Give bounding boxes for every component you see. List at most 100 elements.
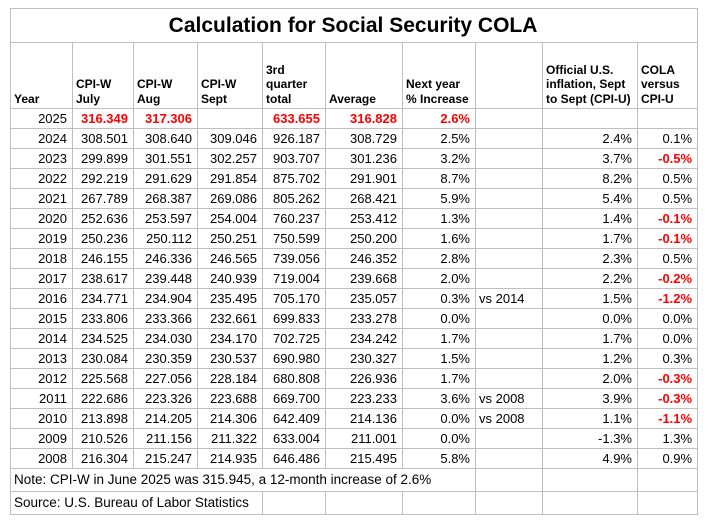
cell-2012-cpiu[interactable]: 2.0% [542, 368, 638, 389]
cell-2016-total[interactable]: 705.170 [262, 288, 326, 309]
cell-2025-next[interactable]: 2.6% [402, 108, 476, 129]
cell-2017-sept[interactable]: 240.939 [197, 268, 263, 289]
cell-2019-vs[interactable] [475, 228, 543, 249]
cell-2011-average[interactable]: 223.233 [325, 388, 403, 409]
cell-2015-cpiu[interactable]: 0.0% [542, 308, 638, 329]
cell-2016-cpiu[interactable]: 1.5% [542, 288, 638, 309]
cell-2020-year[interactable]: 2020 [10, 208, 73, 229]
col-header-total[interactable]: 3rd quarter total [262, 42, 326, 109]
cell-2019-cpiu[interactable]: 1.7% [542, 228, 638, 249]
cell-2020-cola[interactable]: -0.1% [636, 208, 699, 229]
cell-2019-total[interactable]: 750.599 [262, 228, 326, 249]
col-header-next[interactable]: Next year % Increase [402, 42, 476, 109]
cell-2012-average[interactable]: 226.936 [325, 368, 403, 389]
cell-2023-aug[interactable]: 301.551 [133, 148, 198, 169]
cell-2017-aug[interactable]: 239.448 [133, 268, 198, 289]
cell-2010-next[interactable]: 0.0% [402, 408, 476, 429]
cell-2017-cpiu[interactable]: 2.2% [542, 268, 638, 289]
cell-2008-aug[interactable]: 215.247 [133, 448, 198, 469]
cell-2009-aug[interactable]: 211.156 [133, 428, 198, 449]
cell-2010-cola[interactable]: -1.1% [636, 408, 699, 429]
cell-2009-cola[interactable]: 1.3% [636, 428, 699, 449]
cell-2010-cpiu[interactable]: 1.1% [542, 408, 638, 429]
cell-2013-next[interactable]: 1.5% [402, 348, 476, 369]
cell-2021-next[interactable]: 5.9% [402, 188, 476, 209]
cell-2020-july[interactable]: 252.636 [72, 208, 134, 229]
cell-2016-year[interactable]: 2016 [10, 288, 73, 309]
cell-2025-aug[interactable]: 317.306 [133, 108, 198, 129]
cell-2008-year[interactable]: 2008 [10, 448, 73, 469]
cell-2015-cola[interactable]: 0.0% [636, 308, 699, 329]
empty-cell[interactable] [325, 491, 403, 515]
cell-2013-average[interactable]: 230.327 [325, 348, 403, 369]
cell-2016-july[interactable]: 234.771 [72, 288, 134, 309]
col-header-vs[interactable] [475, 42, 543, 109]
cell-2023-year[interactable]: 2023 [10, 148, 73, 169]
cell-2020-vs[interactable] [475, 208, 543, 229]
cell-2013-total[interactable]: 690.980 [262, 348, 326, 369]
cell-2010-average[interactable]: 214.136 [325, 408, 403, 429]
cell-2022-vs[interactable] [475, 168, 543, 189]
cell-2023-sept[interactable]: 302.257 [197, 148, 263, 169]
cell-2019-next[interactable]: 1.6% [402, 228, 476, 249]
col-header-cpiu[interactable]: Official U.S. inflation, Sept to Sept (C… [542, 42, 638, 109]
cell-2020-total[interactable]: 760.237 [262, 208, 326, 229]
cell-2014-vs[interactable] [475, 328, 543, 349]
cell-2013-sept[interactable]: 230.537 [197, 348, 263, 369]
empty-cell[interactable] [636, 468, 699, 492]
cell-2025-total[interactable]: 633.655 [262, 108, 326, 129]
cell-2025-sept[interactable] [197, 108, 263, 129]
empty-cell[interactable] [475, 468, 543, 492]
cell-2017-next[interactable]: 2.0% [402, 268, 476, 289]
cell-2012-next[interactable]: 1.7% [402, 368, 476, 389]
cell-2023-cola[interactable]: -0.5% [636, 148, 699, 169]
cell-2008-july[interactable]: 216.304 [72, 448, 134, 469]
sheet-title[interactable]: Calculation for Social Security COLA [9, 8, 699, 43]
cell-2022-sept[interactable]: 291.854 [197, 168, 263, 189]
cell-2020-sept[interactable]: 254.004 [197, 208, 263, 229]
cell-2022-cola[interactable]: 0.5% [636, 168, 699, 189]
cell-2019-average[interactable]: 250.200 [325, 228, 403, 249]
cell-2024-aug[interactable]: 308.640 [133, 128, 198, 149]
cell-2013-cola[interactable]: 0.3% [636, 348, 699, 369]
cell-2018-average[interactable]: 246.352 [325, 248, 403, 269]
cell-2016-cola[interactable]: -1.2% [636, 288, 699, 309]
cell-2025-july[interactable]: 316.349 [72, 108, 134, 129]
empty-cell[interactable] [475, 491, 543, 515]
cell-2013-july[interactable]: 230.084 [72, 348, 134, 369]
cell-2009-july[interactable]: 210.526 [72, 428, 134, 449]
cell-2014-total[interactable]: 702.725 [262, 328, 326, 349]
cell-2008-total[interactable]: 646.486 [262, 448, 326, 469]
cell-2024-average[interactable]: 308.729 [325, 128, 403, 149]
cell-2009-next[interactable]: 0.0% [402, 428, 476, 449]
cell-2012-aug[interactable]: 227.056 [133, 368, 198, 389]
cell-2008-average[interactable]: 215.495 [325, 448, 403, 469]
cell-2016-aug[interactable]: 234.904 [133, 288, 198, 309]
cell-2015-year[interactable]: 2015 [10, 308, 73, 329]
cell-2009-vs[interactable] [475, 428, 543, 449]
cell-2017-cola[interactable]: -0.2% [636, 268, 699, 289]
cell-2021-sept[interactable]: 269.086 [197, 188, 263, 209]
cell-2014-average[interactable]: 234.242 [325, 328, 403, 349]
cell-2017-average[interactable]: 239.668 [325, 268, 403, 289]
col-header-july[interactable]: CPI-W July [72, 42, 134, 109]
cell-2016-sept[interactable]: 235.495 [197, 288, 263, 309]
cell-2013-vs[interactable] [475, 348, 543, 369]
cell-2014-cola[interactable]: 0.0% [636, 328, 699, 349]
col-header-sept[interactable]: CPI-W Sept [197, 42, 263, 109]
cell-2021-july[interactable]: 267.789 [72, 188, 134, 209]
source-cell[interactable]: Source: U.S. Bureau of Labor Statistics [10, 491, 263, 515]
empty-cell[interactable] [402, 491, 476, 515]
cell-2022-next[interactable]: 8.7% [402, 168, 476, 189]
cell-2014-year[interactable]: 2014 [10, 328, 73, 349]
cell-2017-year[interactable]: 2017 [10, 268, 73, 289]
cell-2018-vs[interactable] [475, 248, 543, 269]
cell-2025-cola[interactable] [636, 108, 699, 129]
cell-2025-cpiu[interactable] [542, 108, 638, 129]
cell-2021-average[interactable]: 268.421 [325, 188, 403, 209]
cell-2017-vs[interactable] [475, 268, 543, 289]
cell-2008-vs[interactable] [475, 448, 543, 469]
cell-2019-aug[interactable]: 250.112 [133, 228, 198, 249]
cell-2018-july[interactable]: 246.155 [72, 248, 134, 269]
cell-2021-cola[interactable]: 0.5% [636, 188, 699, 209]
